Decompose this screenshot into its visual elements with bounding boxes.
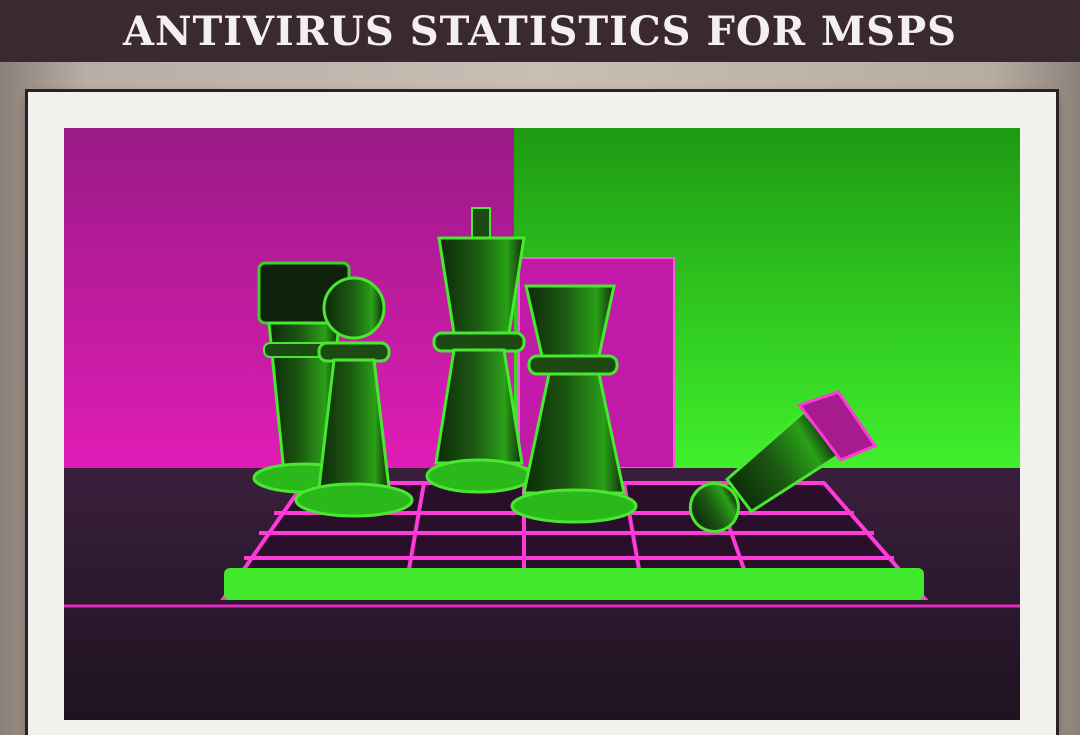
- pawn-piece: [294, 276, 414, 518]
- fallen-piece: [688, 390, 878, 533]
- photo-background: [0, 62, 1080, 735]
- king-piece: [425, 207, 533, 494]
- title-banner: ANTIVIRUS STATISTICS FOR MSPS: [0, 0, 1080, 62]
- picture-frame: [28, 92, 1056, 735]
- bishop-piece: [510, 284, 638, 524]
- board-edge: [224, 568, 924, 600]
- chess-artwork: [64, 128, 1020, 720]
- page-title: ANTIVIRUS STATISTICS FOR MSPS: [122, 7, 958, 55]
- chess-pieces-on-board-icon: [64, 128, 1020, 720]
